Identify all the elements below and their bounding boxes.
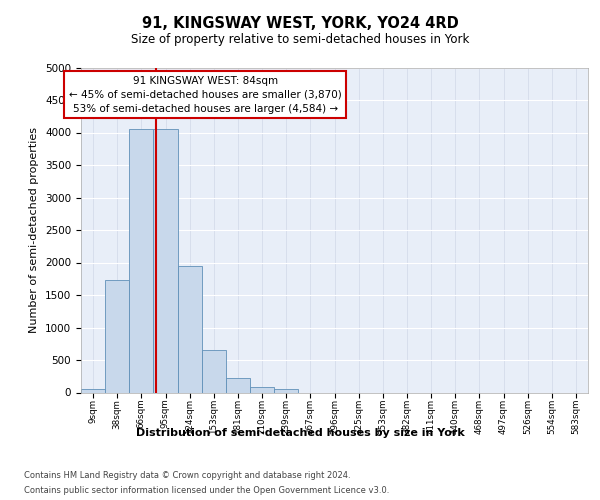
Bar [250,386,274,392]
Bar [105,280,129,392]
Bar [129,129,154,392]
Text: 91, KINGSWAY WEST, YORK, YO24 4RD: 91, KINGSWAY WEST, YORK, YO24 4RD [142,16,458,31]
Text: Distribution of semi-detached houses by size in York: Distribution of semi-detached houses by … [136,428,464,438]
Bar [81,389,105,392]
Bar [202,350,226,393]
Bar [178,266,202,392]
Text: Contains HM Land Registry data © Crown copyright and database right 2024.: Contains HM Land Registry data © Crown c… [24,471,350,480]
Text: Contains public sector information licensed under the Open Government Licence v3: Contains public sector information licen… [24,486,389,495]
Bar [154,129,178,392]
Bar [274,388,298,392]
Text: Size of property relative to semi-detached houses in York: Size of property relative to semi-detach… [131,32,469,46]
Bar [226,378,250,392]
Y-axis label: Number of semi-detached properties: Number of semi-detached properties [29,127,40,333]
Text: 91 KINGSWAY WEST: 84sqm
← 45% of semi-detached houses are smaller (3,870)
53% of: 91 KINGSWAY WEST: 84sqm ← 45% of semi-de… [69,76,341,114]
